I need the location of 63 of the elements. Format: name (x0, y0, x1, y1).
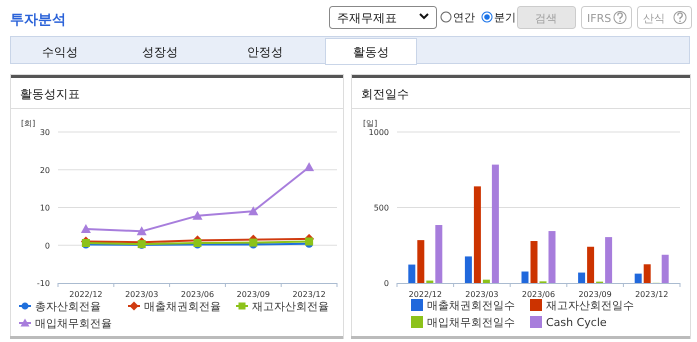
x-tick-label: 2023/12 (292, 290, 326, 299)
bar (548, 231, 556, 283)
x-tick-label: 2023/03 (465, 290, 499, 299)
legend-label: Cash Cycle (546, 316, 607, 329)
point (192, 210, 202, 220)
bar (417, 240, 424, 283)
legend-label: 매입채무회전율 (35, 317, 112, 330)
x-tick-label: 2022/12 (408, 290, 442, 299)
point (136, 226, 147, 236)
chart-title: 회전일수 (361, 87, 409, 101)
y-tick-label: 10 (40, 204, 50, 212)
y-tick-label: 500 (374, 204, 389, 212)
text: 연간 (453, 11, 475, 24)
point (304, 162, 314, 172)
y-tick-label: 30 (40, 128, 50, 137)
x-tick-label: 2023/09 (578, 290, 612, 299)
text: 활동성 (353, 45, 389, 59)
x-tick-label: 2023/06 (180, 290, 214, 299)
bar (644, 264, 651, 283)
point (80, 224, 91, 234)
chart-title: 활동성지표 (20, 87, 80, 101)
bar (662, 254, 669, 283)
text: 수익성 (42, 45, 78, 59)
y-tick-label: 0 (44, 241, 50, 250)
bar (474, 186, 481, 283)
legend-label: 매입채무회전일수 (427, 316, 515, 329)
legend-label: 재고자산회전일수 (546, 299, 634, 312)
legend-label: 재고자산회전율 (252, 300, 329, 313)
bar (492, 164, 499, 283)
bar (522, 272, 528, 283)
text: 산식 (643, 12, 665, 25)
text: 주재무제표 (337, 11, 397, 25)
bar (482, 280, 490, 283)
bar (464, 256, 472, 283)
y-tick-label: 20 (40, 166, 50, 175)
y-axis-title: [회] (21, 119, 36, 128)
y-axis-title: [일] (363, 119, 378, 128)
legend-label: 총자산회전율 (35, 300, 101, 313)
x-tick-label: 2023/06 (522, 290, 556, 299)
bar (408, 264, 416, 283)
text: IFRS (587, 12, 612, 25)
y-tick-label: 0 (384, 279, 389, 288)
text: 성장성 (142, 45, 178, 59)
legend-label: 매출채권회전일수 (427, 299, 515, 312)
point (248, 206, 258, 216)
x-tick-label: 2023/12 (635, 290, 668, 299)
bar (587, 246, 594, 283)
text: 분기 (494, 11, 516, 24)
text: 투자분석 (10, 12, 66, 28)
bar (435, 225, 442, 283)
bar (634, 274, 642, 283)
y-tick-label: 1000 (368, 128, 389, 137)
point (305, 237, 314, 246)
bar (605, 237, 612, 283)
text: 안정성 (247, 45, 283, 59)
y-tick-label: -10 (36, 279, 50, 288)
bar (578, 272, 586, 283)
bar (530, 241, 538, 283)
x-tick-label: 2023/09 (236, 290, 270, 299)
text: 검색 (535, 12, 557, 25)
x-tick-label: 2023/03 (125, 290, 158, 299)
legend-label: 매출채권회전율 (144, 300, 221, 313)
x-tick-label: 2022/12 (69, 290, 103, 299)
